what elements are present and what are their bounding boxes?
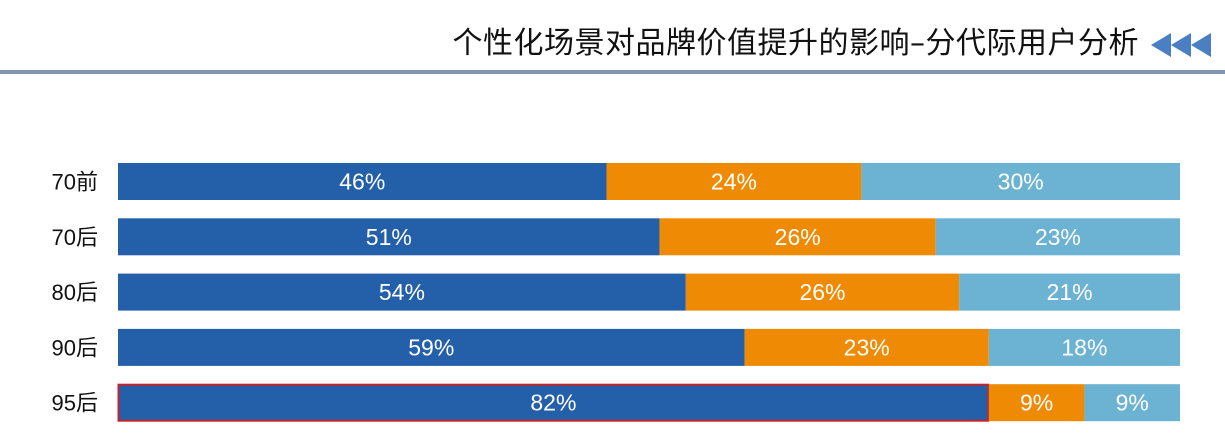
data-label: 82% <box>530 390 576 416</box>
bar-segment <box>935 218 1180 256</box>
data-label: 9% <box>1116 390 1149 416</box>
data-label: 24% <box>711 169 757 195</box>
bar-segment <box>118 218 660 256</box>
data-label: 54% <box>379 279 425 305</box>
bar-segment <box>118 384 989 422</box>
bar-segment <box>959 273 1180 311</box>
triple-arrow-left-icon <box>1151 33 1211 57</box>
data-label: 30% <box>998 169 1044 195</box>
bar-segment <box>988 384 1085 422</box>
category-label: 70后 <box>52 225 98 250</box>
bar-segment <box>1084 384 1180 422</box>
data-label: 23% <box>1035 224 1081 250</box>
data-label: 26% <box>799 279 845 305</box>
page-title: 个性化场景对品牌价值提升的影响–分代际用户分析 <box>452 26 1139 61</box>
bar-segment <box>659 218 936 256</box>
data-label: 46% <box>339 169 385 195</box>
data-label: 26% <box>775 224 821 250</box>
bar-segment <box>118 328 745 366</box>
category-label: 80后 <box>52 280 98 305</box>
bar-segment <box>988 328 1180 366</box>
data-label: 21% <box>1047 279 1093 305</box>
header-divider <box>0 70 1225 74</box>
bar-segment <box>744 328 989 366</box>
data-label: 51% <box>366 224 412 250</box>
bar-segment <box>861 163 1180 200</box>
data-label: 9% <box>1020 390 1053 416</box>
bar-segment <box>118 273 686 311</box>
category-label: 95后 <box>52 391 98 416</box>
bar-segment <box>118 163 607 200</box>
data-label: 23% <box>844 334 890 360</box>
highlight-border <box>117 383 990 422</box>
data-label: 59% <box>408 334 454 360</box>
bar-segment <box>606 163 862 200</box>
category-label: 70前 <box>52 170 98 195</box>
bar-segment <box>685 273 960 311</box>
data-label: 18% <box>1061 334 1107 360</box>
category-label: 90后 <box>52 335 98 360</box>
